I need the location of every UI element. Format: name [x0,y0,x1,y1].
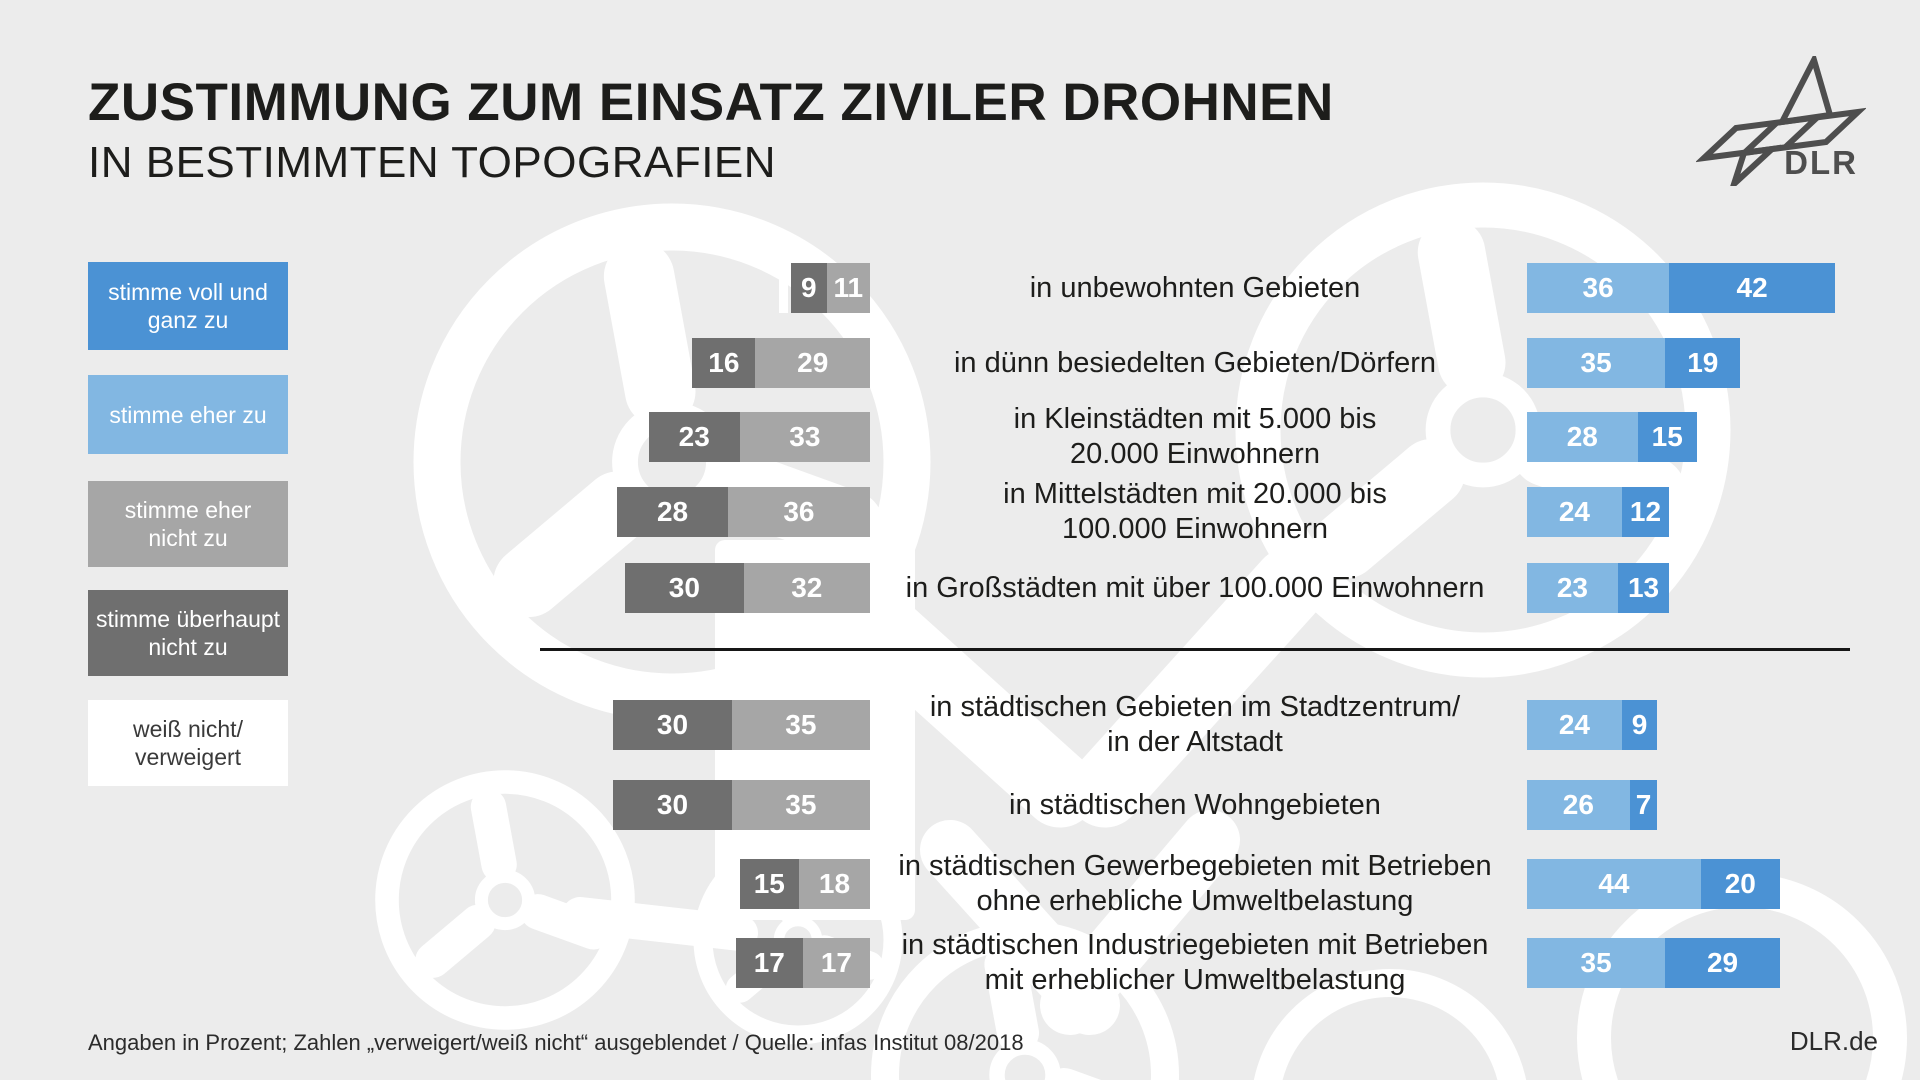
agree-bar-group: 35 29 [1520,938,1920,988]
disagree-bar-group: 9 11 [0,263,870,313]
disagree-bar-group: 17 17 [0,938,870,988]
disagree-bar-group: 30 35 [0,700,870,750]
disagree-bar-group: 28 36 [0,487,870,537]
category-label: in Großstädten mit über 100.000 Einwohne… [905,571,1485,604]
legend-item-dont-know: weiß nicht/ verweigert [88,700,288,786]
disagree-bar-group: 15 18 [0,859,870,909]
bar-segment-agree-strong: 12 [1621,487,1670,537]
disagree-bar-group: 30 32 [0,563,870,613]
chart-row: 30 35 in städtischen Wohngebieten 26 7 [0,767,1920,843]
disagree-bar-group: 23 33 [0,412,870,462]
agree-bar-group: 23 13 [1520,563,1920,613]
agree-bar-group: 28 15 [1520,412,1920,462]
disagree-bar-group: 16 29 [0,338,870,388]
chart-row: 30 32 in Großstädten mit über 100.000 Ei… [0,550,1920,626]
page-title: ZUSTIMMUNG ZUM EINSATZ ZIVILER DROHNEN [88,73,1334,132]
legend-item-disagree-strong: stimme überhaupt nicht zu [88,590,288,676]
category-label: in Mittelstädten mit 20.000 bis 100.000 … [1003,478,1387,545]
bar-segment-agree-somewhat: 24 [1527,700,1622,750]
bar-segment-agree-somewhat: 44 [1527,859,1701,909]
bar-segment-disagree-somewhat: 32 [743,563,870,613]
bar-segment-disagree-somewhat: 18 [798,859,870,909]
category-label: in städtischen Industriegebieten mit Bet… [901,929,1489,996]
bar-segment-agree-somewhat: 23 [1527,563,1618,613]
category-label: in Kleinstädten mit 5.000 bis 20.000 Ein… [1013,403,1377,470]
legend-item-disagree-somewhat: stimme eher nicht zu [88,481,288,567]
chart-row: 17 17 in städtischen Industriegebieten m… [0,925,1920,1001]
bar-segment-disagree-strong: 23 [648,412,740,462]
bar-segment-disagree-strong: 30 [625,563,744,613]
bar-segment-disagree-somewhat: 36 [727,487,870,537]
bar-segment-agree-strong: 9 [1621,700,1658,750]
dlr-logo-wordmark: DLR [1784,144,1858,181]
bar-segment-disagree-somewhat: 29 [755,338,870,388]
agree-bar-group: 36 42 [1520,263,1920,313]
dont-know-sliver [779,263,789,313]
bar-segment-agree-strong: 20 [1700,859,1780,909]
bar-segment-disagree-strong: 30 [613,700,732,750]
chart-row: 9 11 in unbewohnten Gebieten 36 42 [0,250,1920,326]
bar-segment-agree-somewhat: 26 [1527,780,1630,830]
agree-bar-group: 26 7 [1520,780,1920,830]
bar-segment-agree-strong: 13 [1617,563,1670,613]
agree-bar-group: 44 20 [1520,859,1920,909]
bar-segment-agree-strong: 19 [1665,338,1741,388]
chart-row: 23 33 in Kleinstädten mit 5.000 bis 20.0… [0,399,1920,475]
agree-bar-group: 35 19 [1520,338,1920,388]
bar-segment-disagree-strong: 17 [735,938,803,988]
bar-segment-agree-strong: 42 [1669,263,1836,313]
category-label: in städtischen Gebieten im Stadtzentrum/… [929,691,1461,758]
dlr-logo: DLR [1696,56,1866,186]
agree-bar-group: 24 9 [1520,700,1920,750]
dlr-logo-icon [1696,56,1866,186]
source-note: Angaben in Prozent; Zahlen „verweigert/w… [88,1030,1024,1055]
bar-segment-disagree-somewhat: 11 [826,263,870,313]
bar-segment-disagree-somewhat: 17 [802,938,870,988]
legend-item-agree-strong: stimme voll und ganz zu [88,262,288,350]
page-subtitle: IN BESTIMMTEN TOPOGRAFIEN [88,138,777,187]
bar-segment-agree-somewhat: 35 [1527,338,1666,388]
bar-segment-agree-somewhat: 36 [1527,263,1670,313]
section-divider-line [540,648,1850,651]
chart-row: 30 35 in städtischen Gebieten im Stadtze… [0,687,1920,763]
disagree-bar-group: 30 35 [0,780,870,830]
category-label: in städtischen Wohngebieten [1009,788,1381,821]
bar-segment-agree-somewhat: 35 [1527,938,1666,988]
chart-row: 15 18 in städtischen Gewerbegebieten mit… [0,846,1920,922]
bar-segment-disagree-strong: 16 [692,338,756,388]
bar-segment-disagree-somewhat: 35 [731,700,870,750]
chart-row: 28 36 in Mittelstädten mit 20.000 bis 10… [0,474,1920,550]
bar-segment-disagree-somewhat: 33 [739,412,870,462]
bar-segment-disagree-strong: 9 [791,263,827,313]
category-label: in städtischen Gewerbegebieten mit Betri… [898,850,1492,917]
bar-segment-agree-strong: 15 [1637,412,1697,462]
dlr-website-label: DLR.de [1789,1026,1878,1056]
bar-segment-agree-strong: 7 [1629,780,1658,830]
category-label: in unbewohnten Gebieten [1029,271,1361,304]
bar-segment-disagree-somewhat: 35 [731,780,870,830]
bar-segment-agree-somewhat: 28 [1527,412,1638,462]
bar-segment-agree-somewhat: 24 [1527,487,1622,537]
category-label: in dünn besiedelten Gebieten/Dörfern [953,346,1437,379]
bar-segment-disagree-strong: 28 [617,487,728,537]
legend-item-agree-somewhat: stimme eher zu [88,375,288,454]
bar-segment-disagree-strong: 15 [739,859,799,909]
bar-segment-disagree-strong: 30 [613,780,732,830]
bar-segment-agree-strong: 29 [1665,938,1780,988]
agree-bar-group: 24 12 [1520,487,1920,537]
chart-row: 16 29 in dünn besiedelten Gebieten/Dörfe… [0,325,1920,401]
